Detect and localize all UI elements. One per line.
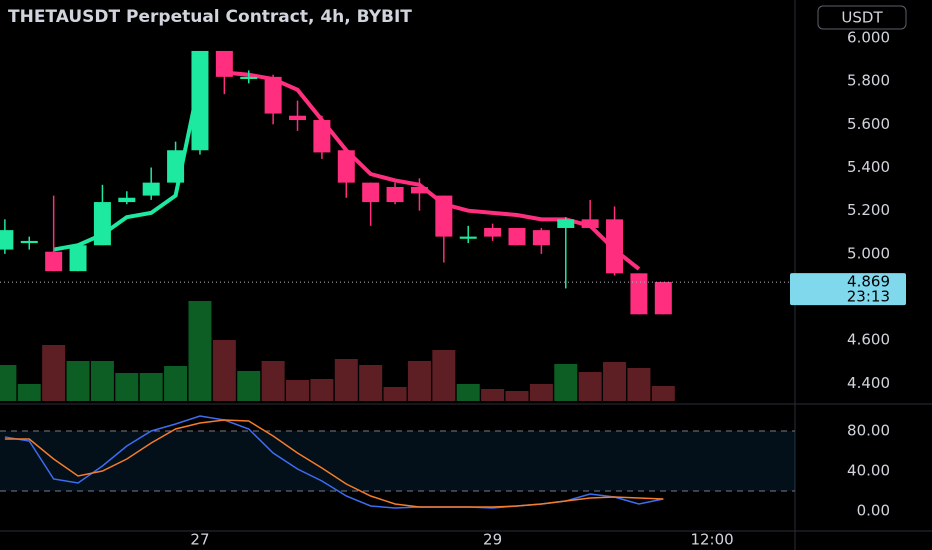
candle-body [142, 182, 160, 196]
candle-body [240, 76, 258, 80]
candle-body [581, 219, 599, 228]
volume-bar [407, 361, 431, 401]
y-tick-label: 5.200 [847, 201, 890, 219]
candle-body [532, 230, 550, 246]
candle-body [191, 50, 209, 151]
volume-bar [603, 362, 627, 401]
volume-bar [651, 386, 675, 401]
volume-bar [310, 379, 334, 401]
volume-bar [383, 387, 407, 401]
stoch-band-fill [0, 431, 795, 491]
volume-bar [554, 364, 578, 401]
y-tick-label: 5.600 [847, 115, 890, 133]
candle-body [606, 219, 624, 274]
volume-bar [627, 368, 651, 401]
candle-body [20, 240, 38, 244]
candle-body [557, 219, 575, 228]
chart-title: THETAUSDT Perpetual Contract, 4h, BYBIT [8, 7, 412, 27]
y-tick-label: 4.400 [847, 374, 890, 392]
volume-bar [261, 361, 285, 401]
stoch-line [4, 419, 664, 508]
volume-bar [432, 350, 456, 401]
candle-body [0, 230, 14, 250]
candle-body [337, 150, 355, 183]
candle-body [118, 197, 136, 203]
candle-body [508, 227, 526, 246]
candle-body [410, 186, 428, 194]
candle-body [386, 186, 404, 203]
volume-bar [115, 373, 139, 401]
candle-body [167, 150, 185, 183]
countdown-label: 23:13 [847, 288, 890, 306]
y-tick-label: 0.00 [857, 502, 890, 520]
y-tick-label: 5.400 [847, 158, 890, 176]
y-tick-label: 4.600 [847, 331, 890, 349]
x-tick-label: 27 [190, 531, 209, 549]
candle-body [435, 195, 453, 237]
y-tick-label: 6.000 [847, 28, 890, 46]
candle-body [654, 281, 672, 315]
volume-bar [66, 361, 90, 401]
volume-bar [578, 372, 602, 401]
volume-bar [359, 365, 383, 401]
volume-bar [212, 340, 236, 401]
candle-body [484, 227, 502, 237]
volume-bar [17, 384, 41, 401]
volume-bar [529, 384, 553, 401]
candle-body [362, 182, 380, 203]
y-tick-label: 80.00 [847, 422, 890, 440]
volume-bar [456, 384, 480, 401]
currency-label[interactable]: USDT [841, 9, 883, 27]
candle-body [289, 115, 307, 121]
y-tick-label: 40.00 [847, 462, 890, 480]
last-price-badge [790, 273, 906, 306]
volume-bar [505, 391, 529, 401]
volume-bar [286, 380, 310, 401]
candle-body [93, 202, 111, 246]
plot-layer: 4.400 4.600 5.000 5.200 5.400 5.600 5.800 6.000… [0, 28, 906, 549]
candle-body [264, 76, 282, 114]
volume-bar [164, 366, 188, 401]
candle-body [630, 273, 648, 315]
volume-bar [481, 389, 505, 401]
volume-bar [188, 301, 212, 401]
last-price-label: 4.869 [847, 273, 890, 291]
volume-bar [139, 373, 163, 401]
candle-body [313, 120, 331, 153]
y-tick-label: 5.000 [847, 244, 890, 262]
candle-body [215, 50, 233, 77]
candle-body [459, 236, 477, 239]
y-tick-label: 5.800 [847, 72, 890, 90]
candle-body [45, 251, 63, 272]
trend-line [53, 78, 202, 252]
volume-bar [0, 365, 17, 401]
volume-bar [42, 345, 66, 401]
volume-bar [334, 359, 358, 401]
volume-bar [237, 371, 261, 401]
volume-bar [90, 361, 114, 401]
x-tick-label: 29 [483, 531, 502, 549]
candle-body [69, 245, 87, 272]
x-tick-label: 12:00 [690, 531, 733, 549]
currency-button[interactable] [817, 5, 907, 30]
